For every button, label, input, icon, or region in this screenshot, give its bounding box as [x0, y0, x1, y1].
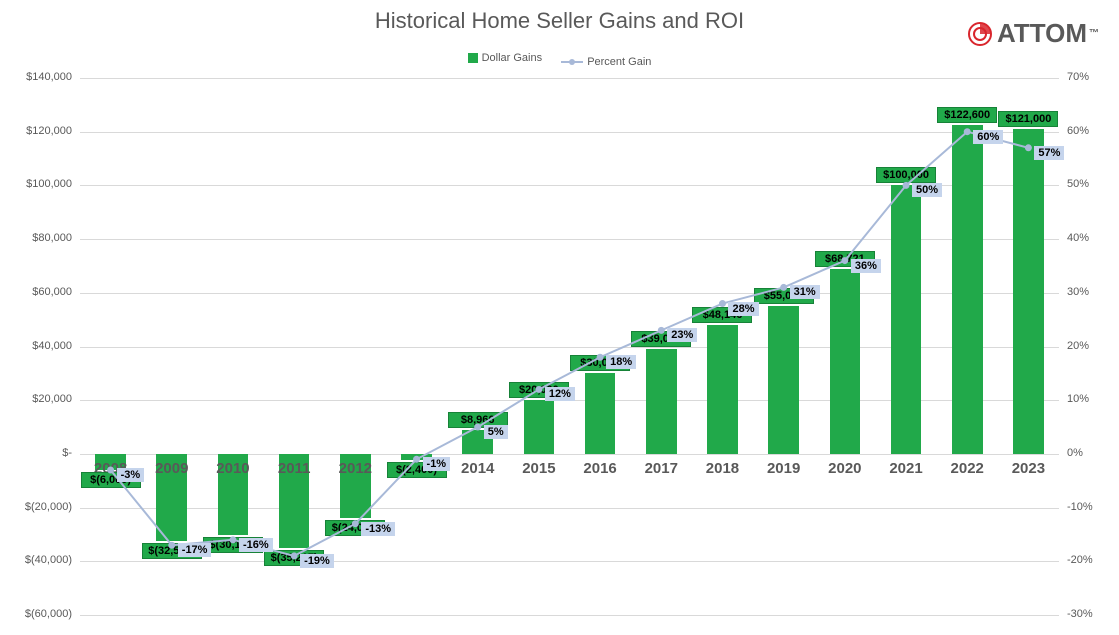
y-left-tick: $(20,000): [2, 501, 72, 513]
x-category: 2016: [570, 460, 631, 477]
y-right-tick: 30%: [1067, 286, 1089, 298]
logo-text: ATTOM: [997, 18, 1087, 49]
gridline: [80, 561, 1059, 562]
x-category: 2014: [447, 460, 508, 477]
y-left-tick: $140,000: [2, 71, 72, 83]
y-right-tick: 0%: [1067, 447, 1083, 459]
legend-swatch-bar: [468, 53, 478, 63]
percent-value-label: 57%: [1034, 146, 1064, 160]
legend-swatch-line: [561, 61, 583, 63]
y-right-tick: 20%: [1067, 340, 1089, 352]
percent-value-label: 60%: [973, 130, 1003, 144]
y-right-tick: -10%: [1067, 501, 1093, 513]
x-category: 2011: [264, 460, 325, 477]
percent-value-label: 23%: [667, 328, 697, 342]
x-category: 2021: [875, 460, 936, 477]
y-left-tick: $120,000: [2, 125, 72, 137]
percent-value-label: -13%: [361, 522, 395, 536]
y-right-tick: 10%: [1067, 393, 1089, 405]
percent-value-label: 5%: [484, 425, 508, 439]
y-left-tick: $60,000: [2, 286, 72, 298]
bar: [830, 269, 861, 454]
gridline: [80, 132, 1059, 133]
percent-value-label: 50%: [912, 183, 942, 197]
bar: [646, 349, 677, 454]
x-category: 2022: [937, 460, 998, 477]
percent-value-label: -3%: [117, 468, 145, 482]
logo-tm: ™: [1089, 28, 1099, 39]
legend-item-dollar-gains: Dollar Gains: [468, 52, 543, 64]
bar: [707, 325, 738, 454]
legend-label-2: Percent Gain: [587, 56, 651, 68]
y-right-tick: -30%: [1067, 608, 1093, 620]
bar: [891, 185, 922, 454]
gridline: [80, 615, 1059, 616]
gridline: [80, 78, 1059, 79]
legend-item-percent-gain: Percent Gain: [561, 56, 651, 68]
x-category: 2020: [814, 460, 875, 477]
y-left-tick: $20,000: [2, 393, 72, 405]
percent-value-label: 18%: [606, 355, 636, 369]
bar: [585, 373, 616, 454]
y-left-tick: $-: [2, 447, 72, 459]
percent-value-label: -19%: [300, 554, 334, 568]
x-category: 2019: [753, 460, 814, 477]
y-right-tick: 50%: [1067, 178, 1089, 190]
percent-value-label: 12%: [545, 387, 575, 401]
x-category: 2009: [141, 460, 202, 477]
legend-label-1: Dollar Gains: [482, 52, 543, 64]
bar: [952, 125, 983, 454]
y-left-tick: $80,000: [2, 232, 72, 244]
x-category: 2010: [202, 460, 263, 477]
y-left-tick: $(60,000): [2, 608, 72, 620]
percent-value-label: 28%: [728, 302, 758, 316]
percent-value-label: -1%: [423, 457, 451, 471]
bar-value-label: $122,600: [937, 107, 997, 123]
attom-logo: ATTOM™: [967, 18, 1099, 49]
y-left-tick: $40,000: [2, 340, 72, 352]
x-category: 2012: [325, 460, 386, 477]
x-category: 2018: [692, 460, 753, 477]
plot-area: $140,00070%$120,00060%$100,00050%$80,000…: [80, 78, 1059, 615]
y-right-tick: 40%: [1067, 232, 1089, 244]
bar: [524, 400, 555, 454]
y-right-tick: -20%: [1067, 554, 1093, 566]
percent-value-label: 36%: [851, 259, 881, 273]
y-right-tick: 60%: [1067, 125, 1089, 137]
percent-value-label: 31%: [790, 285, 820, 299]
bar: [1013, 129, 1044, 454]
bar: [768, 306, 799, 454]
legend: Dollar Gains Percent Gain: [0, 52, 1119, 68]
y-left-tick: $(40,000): [2, 554, 72, 566]
bar-value-label: $100,000: [876, 167, 936, 183]
y-right-tick: 70%: [1067, 71, 1089, 83]
bar-value-label: $121,000: [998, 111, 1058, 127]
percent-value-label: -17%: [178, 543, 212, 557]
x-category: 2015: [508, 460, 569, 477]
percent-value-label: -16%: [239, 538, 273, 552]
logo-icon: [967, 21, 993, 47]
x-category: 2017: [631, 460, 692, 477]
chart-container: Historical Home Seller Gains and ROI ATT…: [0, 0, 1119, 635]
y-left-tick: $100,000: [2, 178, 72, 190]
x-category: 2023: [998, 460, 1059, 477]
chart-title: Historical Home Seller Gains and ROI: [0, 8, 1119, 34]
